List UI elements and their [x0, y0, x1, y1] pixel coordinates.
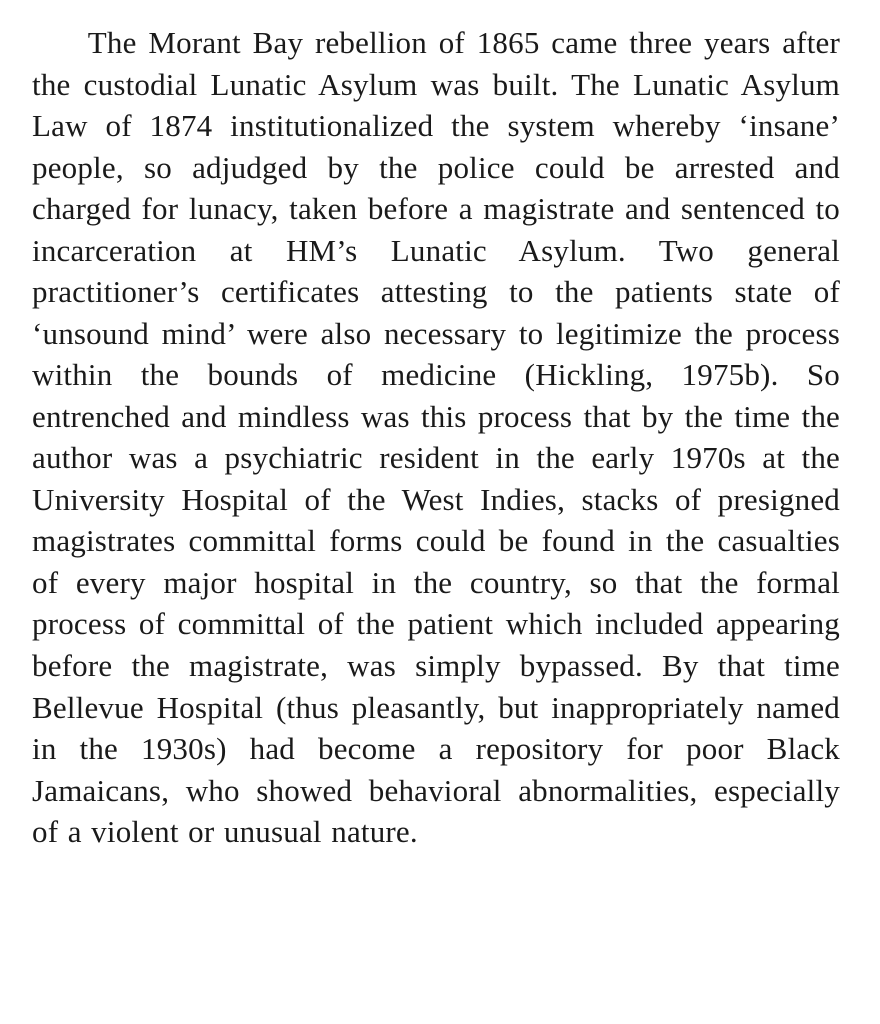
body-paragraph: The Morant Bay rebellion of 1865 came th…: [32, 22, 840, 853]
document-page: The Morant Bay rebellion of 1865 came th…: [0, 0, 880, 1024]
